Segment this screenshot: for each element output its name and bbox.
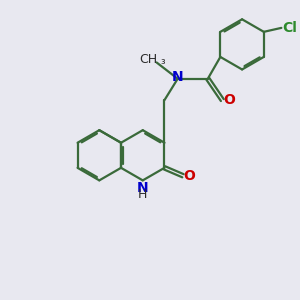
Text: O: O — [223, 93, 235, 107]
Text: CH: CH — [139, 53, 157, 66]
Text: N: N — [172, 70, 184, 84]
Text: Cl: Cl — [282, 21, 297, 35]
Text: N: N — [137, 181, 148, 195]
Text: O: O — [184, 169, 196, 183]
Text: ₃: ₃ — [160, 56, 165, 66]
Text: H: H — [138, 188, 147, 201]
